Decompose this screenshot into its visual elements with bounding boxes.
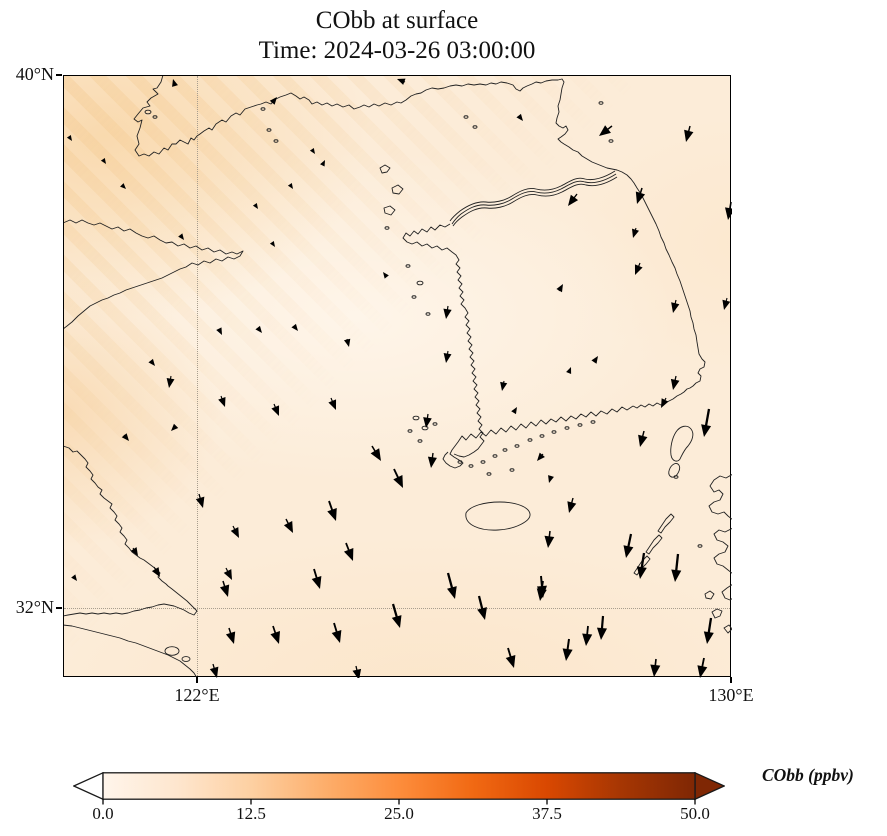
field-shading-band <box>64 76 730 676</box>
colorbar-tick-4: 50.0 <box>680 804 710 823</box>
ytick-40n-label: 40°N <box>15 64 54 84</box>
map-plot <box>63 75 732 678</box>
colorbar <box>73 772 725 805</box>
wind-quiver-svg <box>66 78 732 678</box>
colorbar-tick-3: 37.5 <box>532 804 562 823</box>
xtick-130e-mark <box>730 677 732 683</box>
colorbar-extend-min-arrow <box>73 772 104 801</box>
colorbar-gradient <box>102 772 696 800</box>
xtick-122e-label: 122°E <box>174 685 220 705</box>
colorbar-tick-0: 0.0 <box>92 804 114 823</box>
xtick-122e-mark <box>196 677 198 683</box>
ytick-32n-label: 32°N <box>15 597 54 617</box>
ytick-32n-mark <box>56 607 62 609</box>
figure-title: CObb at surface <box>315 7 479 34</box>
xtick-130e-label: 130°E <box>708 685 754 705</box>
colorbar-tickmarks <box>102 799 696 805</box>
colorbar-tick-1: 12.5 <box>236 804 266 823</box>
colorbar-tick-2: 25.0 <box>384 804 414 823</box>
ytick-40n-mark <box>56 74 62 76</box>
gridline-32n <box>64 608 730 609</box>
colorbar-extend-max-arrow <box>694 772 725 801</box>
figure-subtitle: Time: 2024-03-26 03:00:00 <box>258 37 536 64</box>
colorbar-title: CObb (ppbv) <box>762 765 854 785</box>
gridline-122e <box>197 76 198 676</box>
